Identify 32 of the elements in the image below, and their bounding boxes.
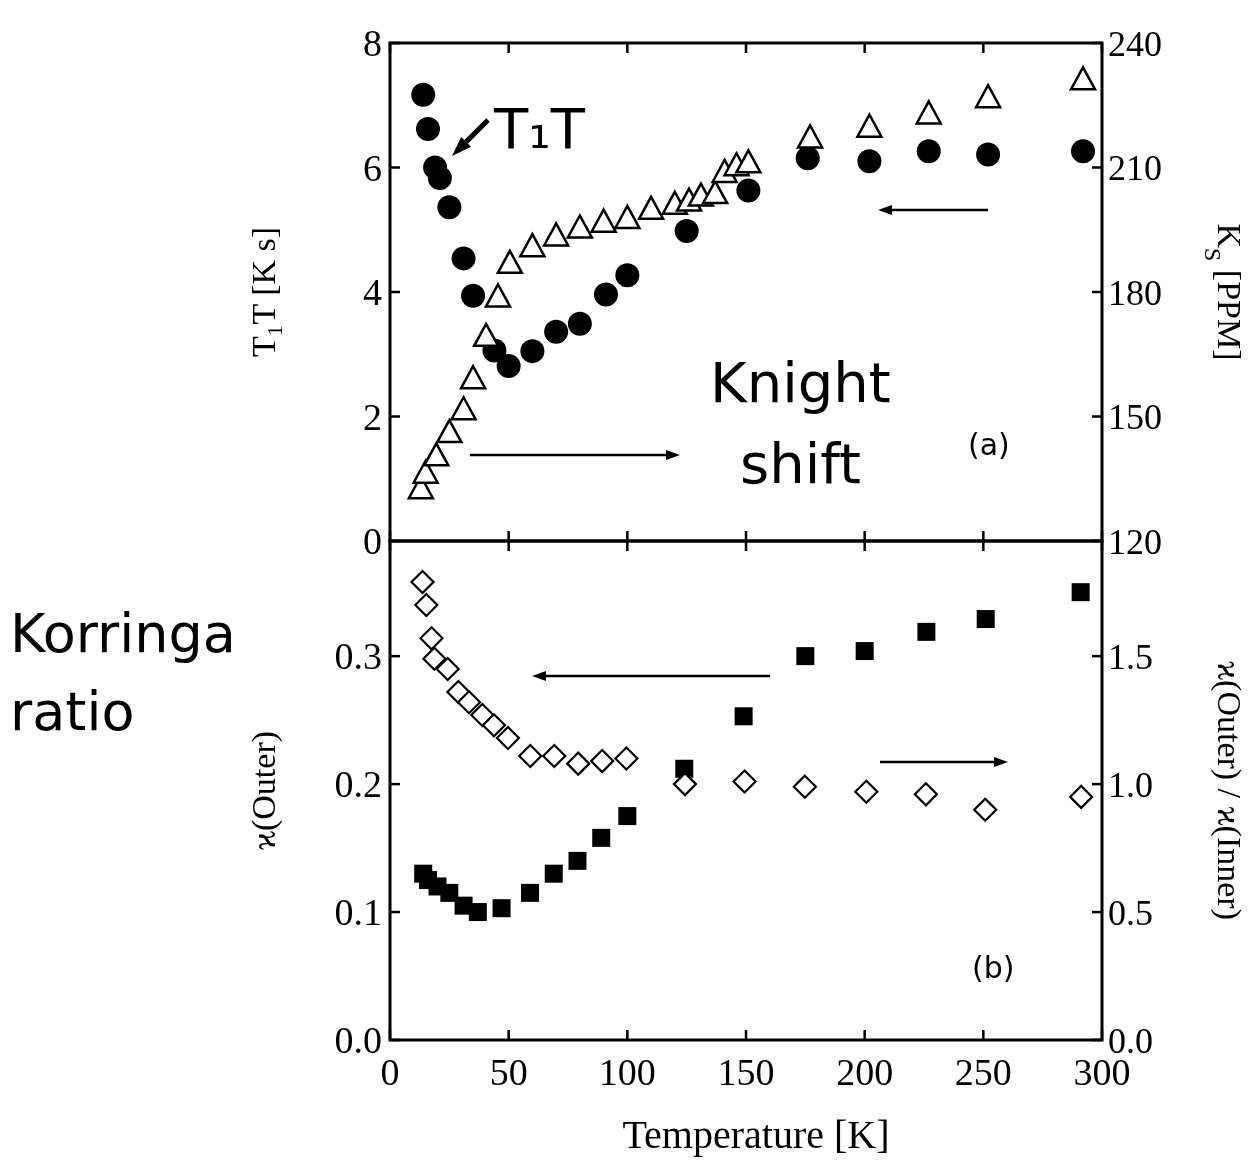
x-tick-label: 100 [598,1051,656,1093]
annotation: (b) [972,950,1015,985]
y2-tick-label: 120 [1108,521,1162,562]
annotation: T₁T [493,96,586,161]
y2-tick-label: 1.0 [1108,764,1153,805]
y2-tick-label: 1.5 [1108,636,1153,677]
y2-tick-label: 180 [1108,272,1162,313]
y2-tick-label: 150 [1108,397,1162,438]
y-tick-label: 0.1 [334,891,382,934]
annotation: Knight shift [710,350,891,497]
x-tick-label: 250 [954,1051,1012,1093]
y2-tick-label: 0.5 [1108,892,1153,933]
y-tick-label: 6 [363,146,382,189]
y2-tick-label: 0.0 [1108,1020,1153,1061]
y-tick-label: 0.0 [334,1019,382,1062]
y-tick-label: 0.2 [334,763,382,806]
text: Korringa ratio [10,602,236,744]
y-axis-title: ϰ(Outer) [245,730,283,851]
y-axis-title: T₁T [K s] [245,226,282,358]
y2-tick-label: 240 [1108,23,1162,64]
x-tick-label: 50 [489,1051,528,1093]
x-tick-label: 150 [717,1051,775,1093]
y-tick-label: 0.3 [334,635,382,678]
y-tick-label: 2 [363,395,382,438]
y-tick-label: 4 [363,271,382,314]
y-tick-label: 0 [363,520,382,563]
y-tick-label: 8 [363,22,382,65]
x-tick-label: 200 [836,1051,894,1093]
x-axis-title: Temperature [K] [622,1112,890,1157]
y2-tick-label: 210 [1108,148,1162,189]
y2-axis-title: ϰ(Outer) / ϰ(Inner) [1210,661,1248,920]
annotation: (a) [968,427,1010,462]
